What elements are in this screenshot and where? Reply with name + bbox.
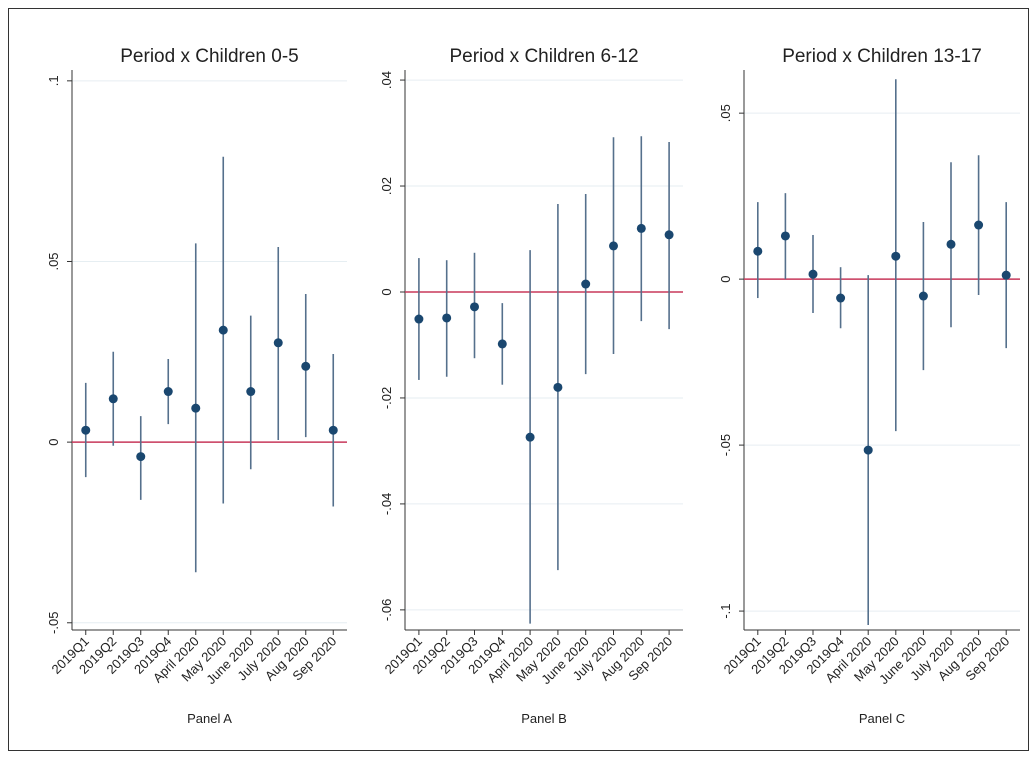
point-estimate — [863, 445, 873, 455]
point-estimate — [1001, 270, 1011, 280]
y-tick-label: -.05 — [718, 434, 733, 456]
y-tick-label: -.02 — [379, 387, 394, 409]
point-estimate — [753, 246, 763, 256]
point-estimate — [946, 239, 956, 249]
figure-border — [8, 8, 1029, 751]
y-tick-label: .05 — [46, 252, 61, 270]
point-estimate — [609, 241, 618, 251]
y-tick-label: -.1 — [718, 603, 733, 618]
y-tick-label: 0 — [46, 439, 61, 446]
y-tick-label: -.05 — [46, 612, 61, 634]
point-estimate — [636, 223, 646, 233]
y-tick-label: .04 — [379, 71, 394, 89]
point-estimate — [163, 387, 173, 397]
y-tick-label: 0 — [379, 288, 394, 295]
point-estimate — [108, 394, 118, 404]
point-estimate — [553, 382, 563, 392]
panel-title: Period x Children 6-12 — [449, 46, 638, 67]
point-estimate — [414, 314, 424, 324]
point-estimate — [81, 425, 91, 435]
point-estimate — [891, 251, 901, 261]
x-axis-label: Panel A — [187, 711, 232, 726]
point-estimate — [525, 432, 535, 442]
panel-title: Period x Children 13-17 — [782, 46, 982, 67]
point-estimate — [470, 302, 479, 312]
point-estimate — [328, 425, 338, 435]
point-estimate — [273, 338, 283, 348]
panel-title: Period x Children 0-5 — [120, 46, 298, 67]
point-estimate — [136, 452, 146, 462]
point-estimate — [808, 269, 818, 279]
y-tick-label: .1 — [46, 75, 61, 86]
point-estimate — [301, 361, 311, 371]
y-tick-label: -.06 — [379, 599, 394, 621]
y-tick-label: .02 — [379, 177, 394, 195]
x-axis-label: Panel C — [859, 711, 905, 726]
point-estimate — [191, 403, 201, 413]
y-tick-label: .05 — [718, 104, 733, 122]
point-estimate — [664, 230, 674, 240]
point-estimate — [218, 325, 228, 335]
point-estimate — [974, 220, 984, 230]
point-estimate — [918, 291, 928, 301]
point-estimate — [581, 279, 591, 289]
point-estimate — [836, 293, 846, 303]
point-estimate — [780, 231, 790, 241]
y-tick-label: -.04 — [379, 493, 394, 515]
y-tick-label: 0 — [718, 276, 733, 283]
x-axis-label: Panel B — [521, 711, 567, 726]
point-estimate — [442, 313, 452, 323]
point-estimate — [497, 339, 507, 349]
point-estimate — [246, 387, 256, 397]
